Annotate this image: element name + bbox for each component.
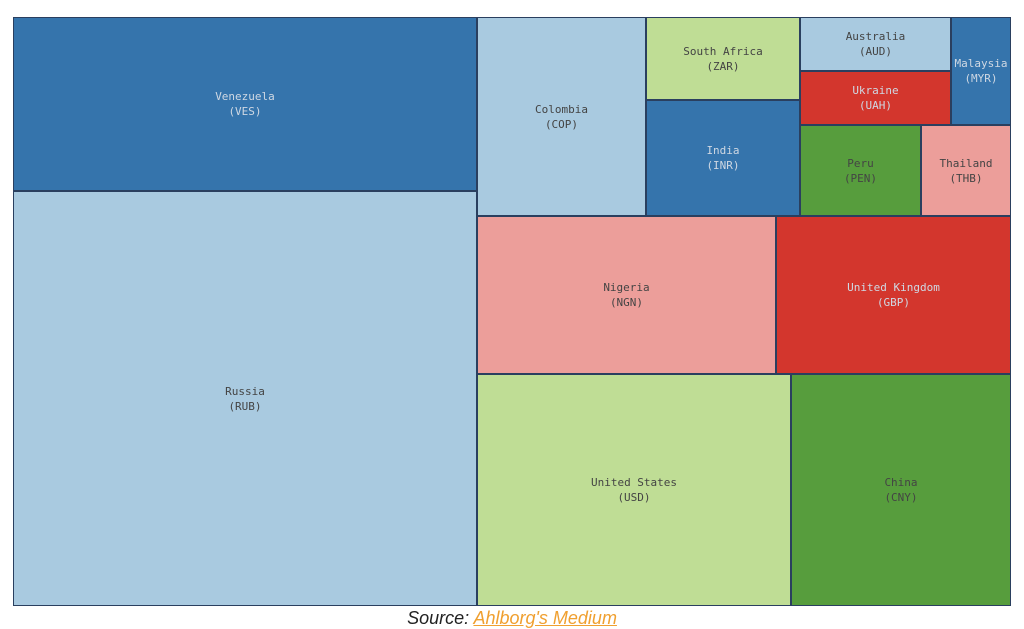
treemap-tile: China (CNY) <box>791 374 1011 606</box>
tile-label: Thailand <box>939 156 993 170</box>
tile-currency-code: (THB) <box>949 171 983 185</box>
tile-currency-code: (USD) <box>617 491 651 504</box>
tile-label: Peru <box>847 156 874 170</box>
treemap-tile: India (INR) <box>646 100 800 216</box>
tile-currency-code: (PEN) <box>843 171 878 185</box>
tile-currency-code: (MYR) <box>964 72 998 85</box>
treemap-tile: Russia (RUB) <box>13 191 477 606</box>
tile-currency-code: (AUD) <box>858 45 893 58</box>
tile-currency-code: (GBP) <box>876 296 911 309</box>
treemap-tile: Malaysia (MYR) <box>951 17 1011 125</box>
treemap-tile: Ukraine (UAH) <box>800 71 951 125</box>
tile-currency-code: (RUB) <box>228 399 262 413</box>
treemap-tile: United States (USD) <box>477 374 791 606</box>
treemap-tile: United Kingdom (GBP) <box>776 216 1011 374</box>
treemap-tile: Thailand (THB) <box>921 125 1011 216</box>
tile-label: United Kingdom <box>847 281 940 294</box>
tile-currency-code: (VES) <box>228 105 262 118</box>
treemap-tile: Colombia (COP) <box>477 17 646 216</box>
tile-label: Venezuela <box>215 90 275 103</box>
tile-label: China <box>884 476 918 489</box>
tile-label: Australia <box>845 30 906 43</box>
treemap-tile: Venezuela (VES) <box>13 17 477 191</box>
treemap-chart: Venezuela (VES) Russia (RUB) Colombia (COP) So… <box>13 17 1011 606</box>
tile-label: Malaysia <box>954 57 1008 70</box>
tile-label: South Africa <box>683 44 763 58</box>
tile-label: Ukraine <box>852 84 899 97</box>
tile-currency-code: (CNY) <box>884 491 918 504</box>
tile-currency-code: (COP) <box>544 117 579 131</box>
treemap-tile: Australia (AUD) <box>800 17 951 71</box>
caption-prefix: Source: <box>407 608 474 628</box>
tile-label: Nigeria <box>603 281 650 294</box>
treemap-tile: Nigeria (NGN) <box>477 216 776 374</box>
tile-label: India <box>706 144 740 157</box>
tile-currency-code: (ZAR) <box>706 59 740 73</box>
tile-label: Colombia <box>535 102 588 116</box>
tile-currency-code: (UAH) <box>858 99 893 112</box>
tile-label: Russia <box>225 384 265 398</box>
treemap-tile: South Africa (ZAR) <box>646 17 800 100</box>
tile-currency-code: (NGN) <box>609 296 644 309</box>
treemap-tile: Peru (PEN) <box>800 125 921 216</box>
source-link[interactable]: Ahlborg's Medium <box>473 608 617 628</box>
tile-label: United States <box>590 476 678 489</box>
tile-currency-code: (INR) <box>706 159 740 172</box>
source-caption: Source: Ahlborg's Medium <box>0 608 1024 629</box>
